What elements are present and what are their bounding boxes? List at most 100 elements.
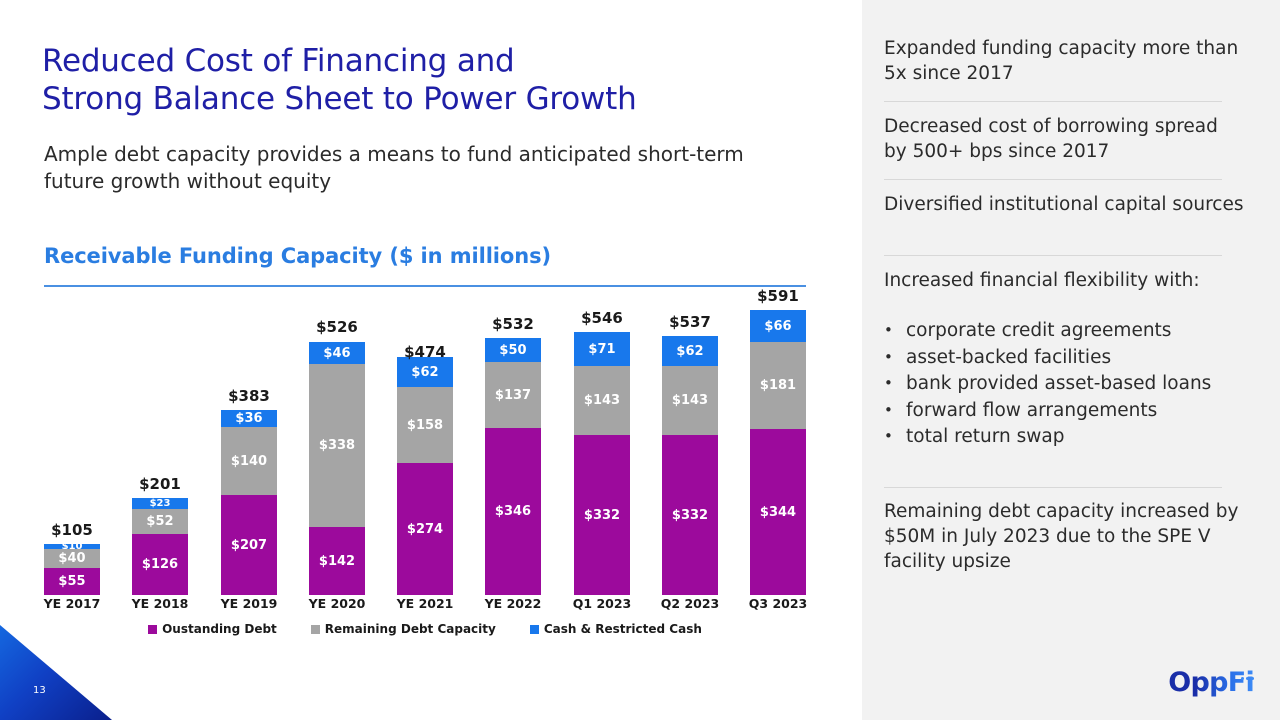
legend-item[interactable]: Oustanding Debt bbox=[148, 622, 277, 636]
sidebar-divider bbox=[884, 101, 1222, 102]
bar-segment-label: $346 bbox=[494, 504, 532, 519]
bar-segment-outstanding-debt: $332 bbox=[662, 435, 718, 595]
bar-segment-label: $62 bbox=[411, 364, 439, 380]
legend-swatch-icon bbox=[148, 624, 158, 634]
bar-segment-remaining-capacity: $338 bbox=[309, 364, 365, 527]
bar-segment-remaining-capacity: $40 bbox=[44, 549, 100, 568]
bar-segment-remaining-capacity: $181 bbox=[750, 342, 806, 429]
x-axis-tick-label: Q3 2023 bbox=[748, 596, 808, 611]
x-axis-tick-label: Q2 2023 bbox=[660, 596, 720, 611]
sidebar-highlight-4: Increased financial flexibility with: bbox=[884, 270, 1200, 291]
chart-title: Receivable Funding Capacity ($ in millio… bbox=[44, 244, 551, 268]
legend-swatch-icon bbox=[529, 624, 539, 634]
legend-item[interactable]: Cash & Restricted Cash bbox=[529, 622, 702, 636]
legend-label: Oustanding Debt bbox=[162, 622, 277, 636]
bar-column: $62 $143 $332 $537 bbox=[662, 313, 718, 595]
bar-segment-label: $52 bbox=[146, 514, 174, 529]
bar-total-label: $537 bbox=[669, 313, 711, 331]
bullet-dot-icon: • bbox=[884, 347, 893, 366]
logo-dot bbox=[1246, 677, 1249, 680]
bar-segment-label: $332 bbox=[671, 507, 709, 523]
sidebar-highlight-2: Decreased cost of borrowing spread by 50… bbox=[884, 116, 1218, 162]
sidebar-bullet-label: asset-backed facilities bbox=[906, 346, 1112, 368]
bar-segment-label: $143 bbox=[583, 393, 621, 408]
sidebar-divider bbox=[884, 255, 1222, 256]
bar-segment-cash: $50 bbox=[485, 338, 541, 362]
page-number: 13 bbox=[33, 685, 46, 696]
bar-column: $10 $40 $55 $105 bbox=[44, 521, 100, 595]
legend-item[interactable]: Remaining Debt Capacity bbox=[310, 622, 496, 636]
bar-total-label: $526 bbox=[316, 318, 358, 336]
bar-segment-label: $332 bbox=[583, 507, 621, 523]
bar-segment-label: $158 bbox=[406, 417, 444, 433]
bar-column: $36 $140 $207 $383 bbox=[221, 387, 277, 595]
x-axis-tick-label: YE 2022 bbox=[484, 596, 542, 611]
bullet-dot-icon: • bbox=[884, 400, 893, 419]
oppfi-logo-dots-icon bbox=[1241, 677, 1254, 680]
chart-title-rule bbox=[44, 285, 806, 287]
bar-segment-outstanding-debt: $332 bbox=[574, 435, 630, 595]
sidebar-bullet-label: total return swap bbox=[906, 426, 1065, 447]
x-axis-tick-label: YE 2018 bbox=[131, 596, 189, 611]
sidebar-bullet-label: bank provided asset-based loans bbox=[906, 373, 1212, 394]
bar-total-label: $474 bbox=[404, 343, 446, 361]
page-title-line-1: Reduced Cost of Financing and bbox=[42, 43, 515, 79]
legend-label: Remaining Debt Capacity bbox=[324, 622, 496, 636]
bar-segment-outstanding-debt: $126 bbox=[132, 534, 188, 595]
bar-segment-outstanding-debt: $346 bbox=[485, 428, 541, 595]
bar-segment-label: $181 bbox=[759, 378, 797, 393]
x-axis-tick-label: YE 2020 bbox=[308, 596, 366, 611]
bar-segment-outstanding-debt: $274 bbox=[397, 463, 453, 595]
bar-segment-remaining-capacity: $143 bbox=[662, 366, 718, 435]
bar-column: $62 $158 $274 $474 bbox=[397, 343, 453, 595]
bar-segment-cash: $66 bbox=[750, 310, 806, 342]
bullet-dot-icon: • bbox=[884, 427, 893, 445]
logo-dot bbox=[1241, 677, 1244, 680]
bar-segment-label: $71 bbox=[588, 341, 616, 357]
bar-segment-label: $137 bbox=[494, 387, 532, 403]
bar-segment-remaining-capacity: $140 bbox=[221, 427, 277, 495]
bar-segment-outstanding-debt: $344 bbox=[750, 429, 806, 595]
bar-segment-label: $50 bbox=[499, 342, 527, 358]
bar-segment-label: $36 bbox=[235, 411, 263, 426]
x-axis-tick-label: YE 2021 bbox=[396, 596, 454, 611]
sidebar-bullet-label: forward flow arrangements bbox=[906, 399, 1158, 421]
sidebar-bullet-label: corporate credit agreements bbox=[906, 320, 1172, 341]
bar-segment-label: $46 bbox=[323, 345, 351, 361]
sidebar-bullet-item: • corporate credit agreements bbox=[884, 318, 1256, 344]
legend-swatch-icon bbox=[310, 624, 320, 634]
sidebar-bullet-item: • asset-backed facilities bbox=[884, 345, 1256, 371]
bar-total-label: $591 bbox=[757, 287, 799, 305]
bar-segment-label: $143 bbox=[671, 393, 709, 408]
bar-column: $50 $137 $346 $532 bbox=[485, 315, 541, 595]
oppfi-logo: OppFi bbox=[1168, 667, 1255, 698]
bar-segment-cash: $23 bbox=[132, 498, 188, 509]
sidebar-bullet-item: • total return swap bbox=[884, 424, 1256, 450]
bar-total-label: $201 bbox=[139, 475, 181, 493]
bar-segment-label: $126 bbox=[141, 557, 179, 572]
bar-segment-remaining-capacity: $137 bbox=[485, 362, 541, 428]
bar-total-label: $532 bbox=[492, 315, 534, 333]
sidebar-bullet-item: • bank provided asset-based loans bbox=[884, 371, 1256, 397]
sidebar-footer-note: Remaining debt capacity increased by $50… bbox=[884, 501, 1239, 572]
bar-total-label: $105 bbox=[51, 521, 93, 539]
bar-segment-cash: $62 bbox=[397, 357, 453, 387]
x-axis-tick-label: YE 2019 bbox=[220, 596, 278, 611]
bar-segment-cash: $46 bbox=[309, 342, 365, 364]
bar-segment-cash: $10 bbox=[44, 544, 100, 549]
page-subtitle: Ample debt capacity provides a means to … bbox=[44, 142, 744, 193]
legend-label: Cash & Restricted Cash bbox=[543, 622, 702, 636]
bar-segment-remaining-capacity: $158 bbox=[397, 387, 453, 463]
bar-segment-label: $207 bbox=[230, 537, 268, 553]
bar-segment-cash: $62 bbox=[662, 336, 718, 366]
page-title: Reduced Cost of Financing and Strong Bal… bbox=[42, 42, 802, 118]
sidebar-highlight-1: Expanded funding capacity more than 5x s… bbox=[884, 38, 1239, 84]
bullet-dot-icon: • bbox=[884, 321, 893, 339]
x-axis-tick-label: YE 2017 bbox=[43, 596, 101, 611]
bar-total-label: $383 bbox=[228, 387, 270, 405]
sidebar-bullet-list: • corporate credit agreements • asset-backe… bbox=[884, 318, 1256, 451]
bar-segment-label: $10 bbox=[62, 544, 83, 549]
bar-segment-label: $40 bbox=[58, 551, 86, 566]
bar-segment-remaining-capacity: $143 bbox=[574, 366, 630, 435]
